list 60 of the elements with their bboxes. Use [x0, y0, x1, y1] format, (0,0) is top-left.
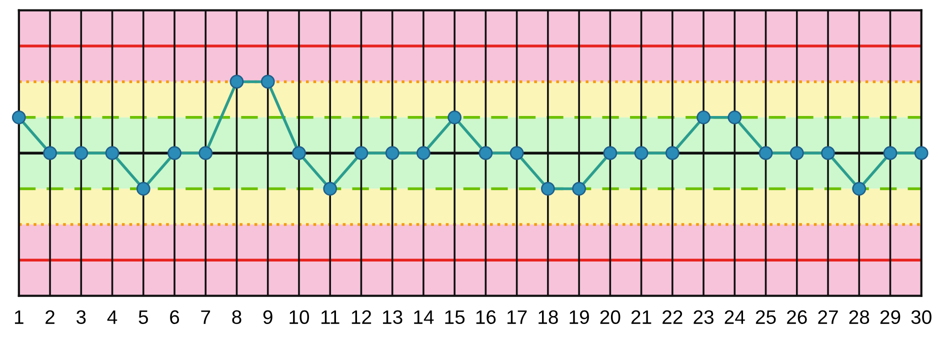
x-tick-label: 14: [414, 310, 434, 324]
x-tick-label: 18: [538, 310, 558, 324]
x-tick-label: 4: [107, 310, 118, 324]
x-tick-label: 19: [570, 310, 589, 324]
x-tick-label: 11: [321, 310, 340, 324]
x-tick-label: 17: [507, 310, 527, 324]
x-tick-label: 21: [631, 310, 652, 324]
x-tick-label: 25: [756, 310, 776, 324]
point: [416, 146, 430, 160]
x-tick-label: 24: [724, 310, 745, 324]
point: [758, 146, 773, 160]
point: [198, 146, 213, 160]
point: [105, 146, 120, 160]
point: [260, 74, 275, 89]
point: [914, 146, 928, 160]
x-tick-label: 8: [232, 310, 242, 324]
point: [168, 146, 182, 160]
point: [354, 146, 368, 160]
x-tick-label: 22: [662, 310, 682, 324]
point: [230, 74, 244, 89]
x-tick-label: 3: [76, 310, 86, 324]
x-tick-label: 12: [352, 310, 372, 324]
x-tick-label: 23: [694, 310, 714, 324]
point: [74, 146, 88, 160]
x-tick-label: 16: [476, 310, 496, 324]
x-tick-label: 6: [170, 310, 180, 324]
point: [728, 110, 742, 124]
point: [43, 146, 57, 160]
point: [385, 146, 400, 160]
x-tick-label: 27: [818, 310, 838, 324]
x-tick-label: 10: [290, 310, 310, 324]
point: [292, 146, 306, 160]
x-tick-label: 2: [46, 310, 54, 324]
point: [448, 110, 462, 124]
x-tick-label: 29: [880, 310, 900, 324]
point: [852, 182, 866, 196]
point: [665, 146, 680, 160]
x-tick-label: 13: [383, 310, 402, 324]
x-tick-label: 30: [911, 310, 932, 324]
point: [136, 182, 150, 196]
point: [478, 146, 493, 160]
point: [821, 146, 835, 160]
point: [603, 146, 618, 160]
x-tick-label: 15: [445, 310, 465, 324]
x-tick-label: 9: [263, 310, 272, 324]
x-tick-label: 26: [787, 310, 807, 324]
point: [790, 146, 804, 160]
x-tick-label: 5: [138, 310, 148, 324]
point: [572, 182, 586, 196]
x-tick-label: 1: [14, 310, 24, 324]
point: [883, 146, 898, 160]
x-tick-label: 7: [201, 310, 210, 324]
point: [12, 110, 26, 124]
point: [696, 110, 710, 124]
x-tick-label: 20: [600, 310, 620, 324]
x-tick-label: 28: [849, 310, 870, 324]
point: [634, 146, 648, 160]
point: [510, 146, 524, 160]
point: [323, 182, 338, 196]
point: [540, 182, 555, 196]
